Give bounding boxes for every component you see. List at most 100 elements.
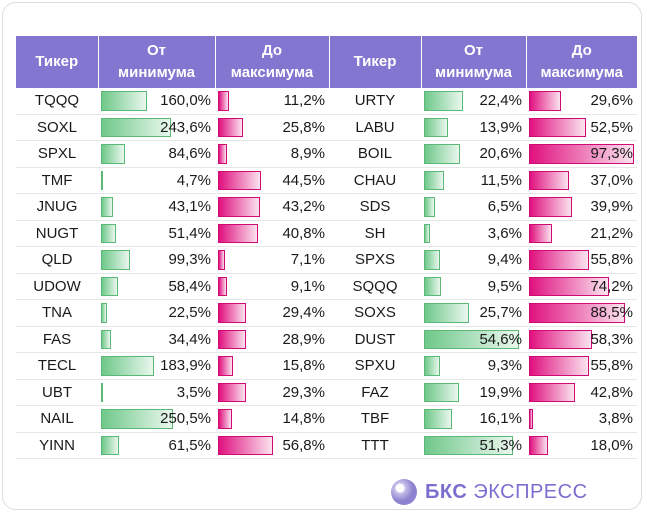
from-min-right-bar: [424, 250, 441, 270]
table-row: SOXL 243,6% 25,8% LABU 13,9% 52,5%: [16, 114, 637, 141]
to-max-left: 9,1%: [215, 273, 329, 300]
to-max-left-value: 15,8%: [282, 357, 325, 375]
to-max-right-bar: [529, 356, 590, 376]
etf-table: Тикер От минимума До максимума Тикер От мин…: [16, 36, 637, 459]
from-min-left-value: 61,5%: [168, 436, 211, 454]
ticker-left: UBT: [16, 379, 98, 406]
from-min-right-bar: [424, 197, 436, 217]
ticker-left: FAS: [16, 326, 98, 353]
to-max-right-value: 97,3%: [590, 145, 633, 163]
from-min-left-bar: [101, 170, 103, 190]
ticker-left: SOXL: [16, 114, 98, 141]
header-ticker-left: Тикер: [16, 36, 99, 88]
to-max-left-value: 7,1%: [290, 251, 325, 269]
from-min-left-bar: [101, 356, 154, 376]
to-max-left: 25,8%: [215, 114, 329, 141]
to-max-right: 55,8%: [526, 246, 637, 274]
from-min-right-bar: [424, 329, 519, 349]
from-min-right: 22,4%: [421, 88, 526, 115]
to-max-left: 28,9%: [215, 326, 329, 353]
to-max-right-bar: [529, 329, 592, 349]
from-min-right: 11,5%: [421, 167, 526, 194]
to-max-left-bar: [218, 409, 233, 429]
header-from-min-left: От минимума: [98, 36, 216, 88]
from-min-left-value: 243,6%: [160, 118, 211, 136]
from-min-left-bar: [101, 435, 119, 455]
from-min-right-value: 3,6%: [487, 224, 522, 242]
table-row: JNUG 43,1% 43,2% SDS 6,5% 39,9%: [16, 193, 637, 221]
from-min-right-value: 54,6%: [479, 330, 522, 348]
ticker-left: YINN: [16, 432, 98, 459]
from-min-left: 160,0%: [98, 88, 215, 115]
from-min-right-value: 20,6%: [479, 145, 522, 163]
to-max-left-bar: [218, 170, 262, 190]
from-min-left-value: 34,4%: [168, 330, 211, 348]
ticker-right: DUST: [329, 326, 421, 353]
to-max-right: 97,3%: [526, 140, 637, 168]
from-min-left-value: 43,1%: [168, 198, 211, 216]
from-min-right-value: 51,3%: [479, 436, 522, 454]
header-to-max-right: До максимума: [526, 36, 637, 88]
from-min-right: 9,3%: [421, 352, 526, 380]
to-max-right: 52,5%: [526, 114, 637, 141]
table-row: TNA 22,5% 29,4% SOXS 25,7% 88,5%: [16, 299, 637, 327]
to-max-right-value: 18,0%: [590, 436, 633, 454]
to-max-right-value: 74,2%: [590, 277, 633, 295]
to-max-left-bar: [218, 117, 243, 137]
to-max-right: 42,8%: [526, 379, 637, 406]
from-min-left-bar: [101, 144, 126, 164]
ticker-right: SPXU: [329, 352, 421, 380]
from-min-right-bar: [424, 91, 463, 111]
from-min-left: 183,9%: [98, 352, 215, 380]
to-max-right: 21,2%: [526, 220, 637, 247]
to-max-left: 29,4%: [215, 299, 329, 327]
from-min-left-bar: [101, 250, 130, 270]
from-min-left: 99,3%: [98, 246, 215, 274]
ticker-right: SQQQ: [329, 273, 421, 300]
from-min-right-bar: [424, 223, 431, 243]
ticker-right: CHAU: [329, 167, 421, 194]
from-min-left-bar: [101, 223, 116, 243]
to-max-right-bar: [529, 276, 610, 296]
from-min-left: 51,4%: [98, 220, 215, 247]
from-min-right-value: 16,1%: [479, 410, 522, 428]
from-min-right: 3,6%: [421, 220, 526, 247]
from-min-left: 4,7%: [98, 167, 215, 194]
from-min-left: 34,4%: [98, 326, 215, 353]
ticker-right: BOIL: [329, 140, 421, 168]
from-min-left-value: 183,9%: [160, 357, 211, 375]
from-min-left-value: 51,4%: [168, 224, 211, 242]
from-min-right-bar: [424, 117, 449, 137]
to-max-right-value: 37,0%: [590, 171, 633, 189]
to-max-right-bar: [529, 170, 569, 190]
table-row: TMF 4,7% 44,5% CHAU 11,5% 37,0%: [16, 167, 637, 194]
to-max-left: 14,8%: [215, 405, 329, 433]
from-min-left-bar: [101, 303, 108, 323]
table-row: NUGT 51,4% 40,8% SH 3,6% 21,2%: [16, 220, 637, 247]
to-max-right-bar: [529, 197, 573, 217]
from-min-right-value: 9,5%: [487, 277, 522, 295]
to-max-right-value: 21,2%: [590, 224, 633, 242]
to-max-right-value: 88,5%: [590, 304, 633, 322]
from-min-left-value: 99,3%: [168, 251, 211, 269]
to-max-left: 44,5%: [215, 167, 329, 194]
to-max-right: 88,5%: [526, 299, 637, 327]
ticker-right: SOXS: [329, 299, 421, 327]
table-row: NAIL 250,5% 14,8% TBF 16,1% 3,8%: [16, 405, 637, 433]
from-min-left-bar: [101, 197, 114, 217]
from-min-left-value: 160,0%: [160, 92, 211, 110]
to-max-left-value: 44,5%: [282, 171, 325, 189]
table-row: SPXL 84,6% 8,9% BOIL 20,6% 97,3%: [16, 140, 637, 168]
to-max-right-value: 39,9%: [590, 198, 633, 216]
table-row: UDOW 58,4% 9,1% SQQQ 9,5% 74,2%: [16, 273, 637, 300]
to-max-left: 40,8%: [215, 220, 329, 247]
to-max-right: 18,0%: [526, 432, 637, 459]
ticker-left: NAIL: [16, 405, 98, 433]
table-row: TQQQ 160,0% 11,2% URTY 22,4% 29,6%: [16, 88, 637, 115]
table-row: YINN 61,5% 56,8% TTT 51,3% 18,0%: [16, 432, 637, 459]
to-max-left-bar: [218, 223, 258, 243]
table-row: UBT 3,5% 29,3% FAZ 19,9% 42,8%: [16, 379, 637, 406]
from-min-right: 54,6%: [421, 326, 526, 353]
table-header-row: Тикер От минимума До максимума Тикер От мин…: [16, 36, 637, 88]
to-max-left-bar: [218, 276, 227, 296]
